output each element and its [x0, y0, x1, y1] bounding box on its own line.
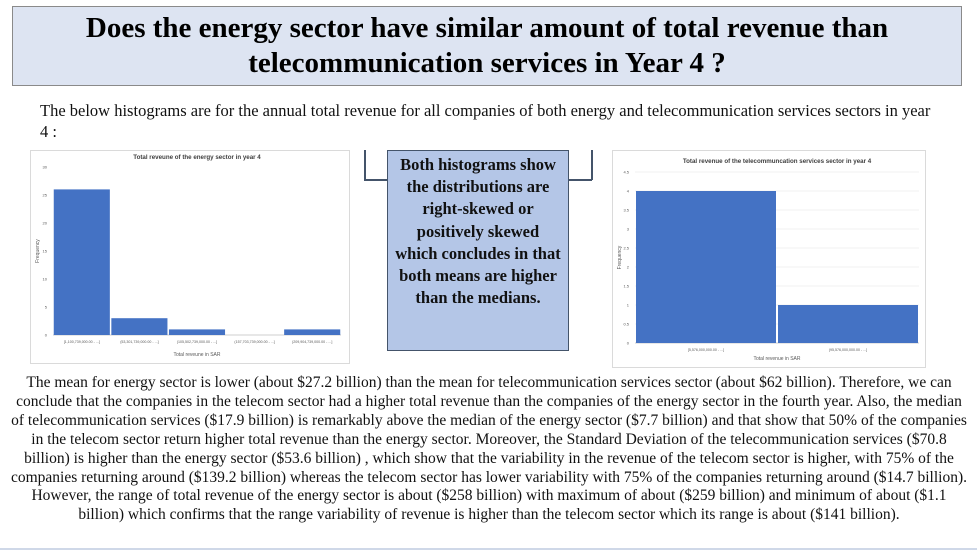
chart0-ytick-label: 30	[43, 165, 48, 170]
chart0-ytick-label: 5	[45, 305, 48, 310]
chart1-y-label: Frequency	[617, 245, 623, 269]
chart1-ytick-label: 1	[627, 303, 630, 308]
analysis-text: The mean for energy sector is lower (abo…	[10, 374, 967, 524]
energy-histogram-svg: Total reveune of the energy sector in ye…	[35, 154, 341, 358]
chart1-x-label: Total revenue in SAR	[754, 356, 801, 362]
chart1-title: Total revenue of the telecommuncation se…	[683, 158, 872, 165]
chart0-x-label: Total reveune in SAR	[174, 352, 221, 358]
connector-left-vertical	[364, 150, 366, 180]
slide-title: Does the energy sector have similar amou…	[85, 12, 889, 79]
chart1-ytick-label: 0	[627, 341, 630, 346]
chart1-category-label: (95,576,000,000.00 - ...]	[829, 348, 867, 352]
chart0-ytick-label: 15	[43, 249, 48, 254]
chart0-bar	[111, 318, 168, 335]
title-banner: Does the energy sector have similar amou…	[12, 6, 962, 86]
chart0-category-label: (209,904,739,000.00 - ...]	[292, 340, 332, 344]
chart0-category-label: [1,100,739,000.00 - ...]	[64, 340, 100, 344]
chart0-category-label: (53,301,739,000.00 - ...]	[120, 340, 158, 344]
connector-right-horizontal	[569, 179, 592, 181]
telecom-histogram-svg: Total revenue of the telecommuncation se…	[617, 158, 919, 362]
chart0-ytick-label: 25	[43, 193, 48, 198]
chart0-bar	[53, 189, 110, 335]
intro-text: The below histograms are for the annual …	[40, 101, 931, 141]
chart1-ytick-label: 0.5	[623, 322, 629, 327]
chart0-title: Total reveune of the energy sector in ye…	[133, 154, 261, 161]
chart0-ytick-label: 20	[43, 221, 48, 226]
chart0-ytick-label: 0	[45, 333, 48, 338]
chart1-bar	[636, 191, 776, 343]
chart0-y-label: Frequency	[35, 239, 41, 263]
chart1-ytick-label: 4.5	[623, 170, 629, 175]
connector-right-vertical	[591, 150, 593, 180]
chart1-ytick-label: 4	[627, 189, 630, 194]
chart1-ytick-label: 3.5	[623, 208, 629, 213]
chart0-ytick-label: 10	[43, 277, 48, 282]
chart1-category-label: [5,576,000,000.00 - ...]	[688, 348, 724, 352]
chart0-bar	[284, 329, 341, 335]
chart1-ytick-label: 3	[627, 227, 630, 232]
skewness-callout: Both histograms show the distributions a…	[387, 150, 569, 351]
energy-histogram: Total reveune of the energy sector in ye…	[30, 150, 350, 364]
bottom-rule	[0, 548, 977, 550]
chart0-category-label: (105,502,739,000.00 - ...]	[177, 340, 217, 344]
chart1-ytick-label: 1.5	[623, 284, 629, 289]
chart1-ytick-label: 2.5	[623, 246, 629, 251]
telecom-histogram: Total revenue of the telecommuncation se…	[612, 150, 926, 368]
chart1-bar	[778, 305, 918, 343]
chart1-ytick-label: 2	[627, 265, 630, 270]
chart0-bar	[168, 329, 226, 335]
chart0-category-label: (157,703,739,000.00 - ...]	[234, 340, 274, 344]
connector-left-horizontal	[364, 179, 387, 181]
